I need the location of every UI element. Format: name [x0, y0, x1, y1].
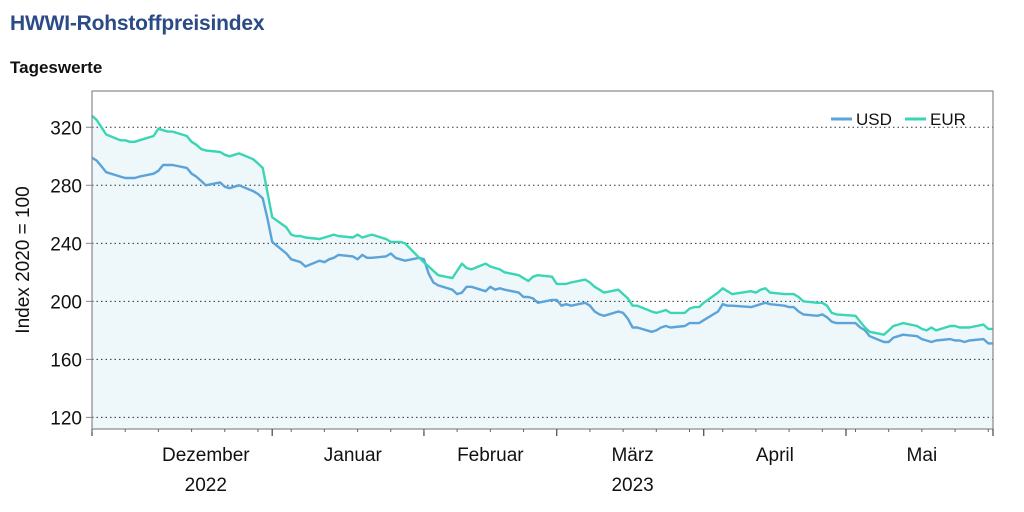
x-tick-label: April	[756, 445, 794, 466]
legend: USD EUR	[831, 110, 966, 129]
legend-label-usd: USD	[856, 110, 892, 129]
area-fill-layer	[92, 115, 993, 429]
area-fill	[92, 115, 993, 429]
chart-subtitle: Tageswerte	[10, 58, 103, 77]
y-tick-label: 200	[50, 292, 82, 313]
x-tick-label: Mai	[907, 445, 938, 466]
y-axis-label: Index 2020 = 100	[13, 186, 34, 333]
x-tick-label: März	[611, 445, 653, 466]
series-line-usd	[91, 156, 993, 345]
series-lines	[91, 114, 993, 345]
x-tick-label: Februar	[457, 445, 524, 466]
chart-title: HWWI-Rohstoffpreisindex	[10, 12, 265, 35]
y-tick-label: 320	[50, 118, 82, 139]
y-tick-label: 160	[50, 350, 82, 371]
x-year-label: 2023	[611, 475, 653, 496]
y-tick-label: 280	[50, 176, 82, 197]
axes: 120 160 200 240 280 320 Dezember Januar Februar M…	[50, 118, 994, 496]
series-line-eur	[91, 114, 993, 336]
legend-label-eur: EUR	[930, 110, 966, 129]
y-tick-label: 240	[50, 234, 82, 255]
x-tick-label: Januar	[324, 445, 383, 466]
y-tick-label: 120	[50, 408, 82, 429]
x-year-label: 2022	[185, 475, 227, 496]
x-tick-label: Dezember	[162, 445, 250, 466]
plot-frame	[91, 90, 994, 430]
